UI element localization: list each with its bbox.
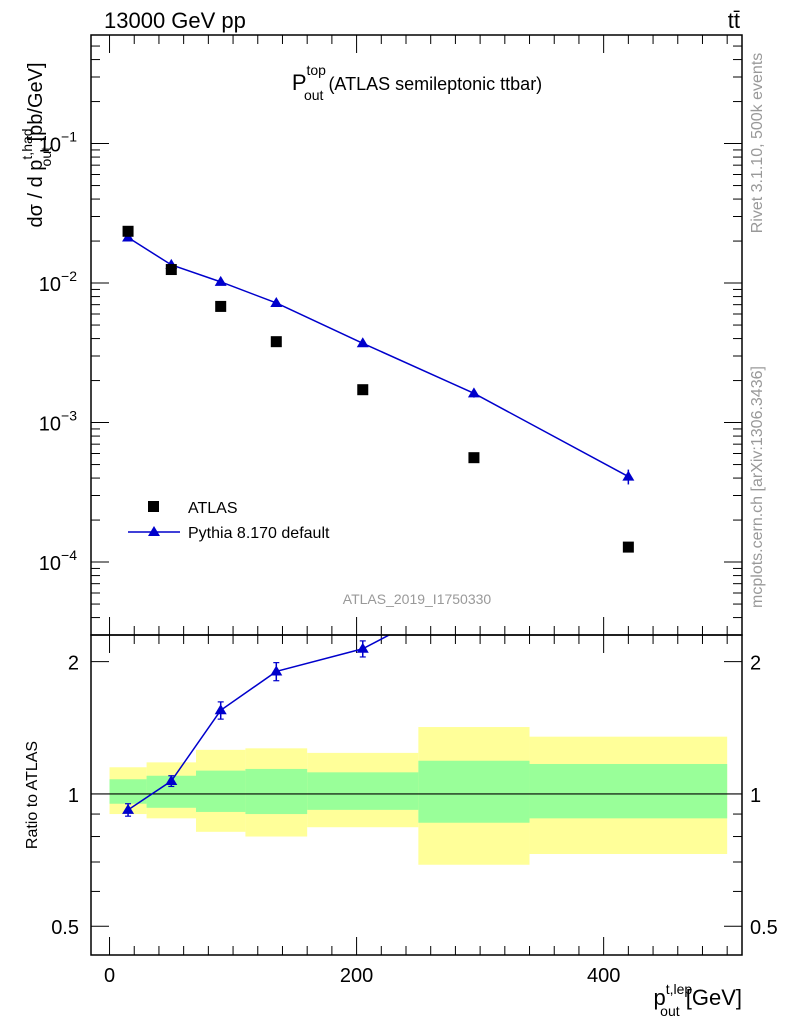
main-panel-data	[122, 225, 635, 553]
main-y-tick-label: 10−1	[39, 129, 77, 157]
atlas-point	[357, 384, 369, 396]
main-y-tick-label: 10−4	[39, 547, 77, 575]
ratio-y-tick-label-right: 0.5	[750, 917, 778, 939]
main-panel-frame	[90, 34, 743, 636]
legend: ATLAS Pythia 8.170 default	[128, 500, 330, 542]
atlas-point	[165, 264, 177, 276]
pythia-point	[622, 470, 635, 481]
ratio-y-tick-label-right: 2	[750, 653, 761, 675]
main-panel-title: Ptop out (ATLAS semileptonic ttbar)	[292, 62, 542, 103]
ratio-panel-ticks: 0.5 0.5 1 1 2 2 0 200 400	[51, 635, 778, 987]
ratio-pythia-line	[127, 635, 391, 811]
ratio-pythia-point	[165, 775, 178, 786]
ratio-inner-band	[529, 763, 728, 819]
atlas-point	[122, 225, 134, 237]
analysis-watermark: ATLAS_2019_I1750330	[343, 591, 492, 607]
ratio-y-tick-label-right: 1	[750, 785, 761, 807]
title-p: P	[292, 70, 307, 95]
ratio-y-axis-label: Ratio to ATLAS	[24, 741, 41, 849]
main-y-tick-label: 10−3	[39, 408, 77, 436]
ratio-pythia-point	[214, 704, 227, 715]
ratio-y-tick-label: 1	[68, 785, 79, 807]
process-label: tt̄	[728, 8, 740, 33]
pythia-point	[356, 337, 369, 348]
ratio-y-tick-label: 2	[68, 653, 79, 675]
ratio-pythia-point	[122, 803, 135, 814]
title-sub: out	[304, 87, 324, 103]
ratio-inner-band	[196, 770, 246, 812]
atlas-point	[270, 336, 282, 348]
ratio-y-tick-label: 0.5	[51, 917, 79, 939]
x-tick-label: 200	[340, 965, 373, 987]
atlas-point	[622, 541, 634, 553]
x-tick-label: 0	[104, 965, 115, 987]
x-axis-label: pt,lep out [GeV]	[653, 981, 742, 1019]
main-y-tick-label: 10−2	[39, 268, 77, 296]
atlas-point	[468, 452, 480, 464]
title-suffix: (ATLAS semileptonic ttbar)	[323, 74, 542, 94]
legend-marker-atlas	[148, 501, 159, 512]
ratio-panel-data	[122, 635, 391, 817]
main-y-axis-label: dσ / d pt,had out [pb/GeV]	[19, 62, 54, 227]
ratio-inner-band	[245, 768, 308, 815]
pythia-point	[467, 387, 480, 398]
ratio-inner-band	[109, 779, 147, 804]
x-tick-label: 400	[587, 965, 620, 987]
ratio-pythia-point	[270, 665, 283, 676]
legend-marker-pythia	[148, 526, 160, 536]
energy-label: 13000 GeV pp	[104, 8, 246, 33]
pythia-point	[270, 296, 283, 307]
pythia-point	[214, 275, 227, 286]
pythia-line	[127, 236, 629, 478]
mcplots-label: mcplots.cern.ch [arXiv:1306.3436]	[749, 366, 766, 608]
atlas-point	[215, 300, 227, 312]
ratio-panel-frame	[90, 634, 743, 956]
ratio-pythia-point	[356, 642, 369, 653]
legend-label-atlas: ATLAS	[188, 500, 238, 517]
ratio-bands	[91, 727, 742, 865]
rivet-version-label: Rivet 3.1.10, 500k events	[749, 53, 766, 234]
legend-label-pythia: Pythia 8.170 default	[188, 525, 330, 542]
title-sup: top	[307, 62, 327, 78]
ratio-inner-band	[307, 772, 419, 810]
ratio-inner-band	[418, 760, 530, 823]
main-panel-ticks: 10−1 10−2 10−3 10−4	[39, 35, 742, 636]
